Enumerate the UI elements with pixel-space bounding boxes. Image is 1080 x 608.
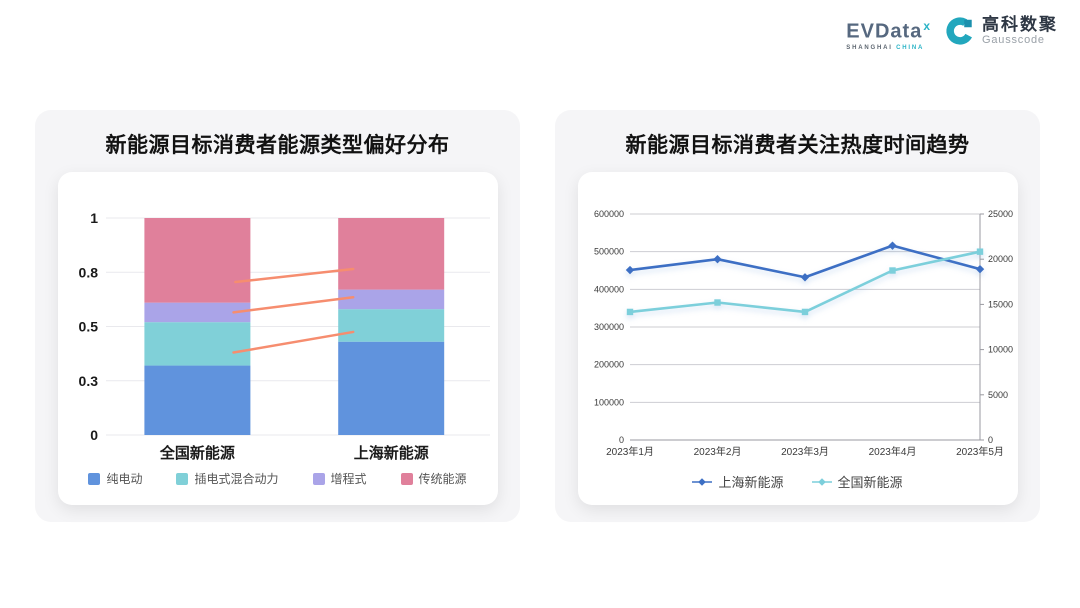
line-chart: 0 100000 200000 300000 400000 500000 600000 0 50…: [578, 172, 1018, 464]
legend-swatch: [88, 472, 101, 485]
svg-text:全国新能源: 全国新能源: [158, 444, 234, 462]
line-chart-panel: 0 100000 200000 300000 400000 500000 600000 0 50…: [577, 172, 1018, 505]
line-chart-legend: 上海新能源 全国新能源: [578, 472, 1018, 491]
svg-text:300000: 300000: [593, 322, 623, 332]
svg-text:0.8: 0.8: [78, 264, 98, 280]
legend-label: 增程式: [330, 472, 367, 486]
legend-item-传统能源[interactable]: 传统能源: [400, 470, 467, 487]
svg-text:2023年5月: 2023年5月: [956, 445, 1004, 458]
evdata-tagline-country: CHINA: [896, 44, 925, 51]
legend-marker-diamond: [692, 477, 713, 486]
svg-text:10000: 10000: [988, 345, 1013, 355]
evdata-sup-x: x: [923, 19, 931, 33]
evdata-tagline-city: SHANGHAI: [846, 44, 893, 51]
legend-label: 插电式混合动力: [194, 472, 279, 486]
svg-text:1: 1: [90, 210, 98, 226]
gausscode-text: 高科数聚 Gausscode: [982, 16, 1058, 46]
legend-label: 传统能源: [418, 472, 467, 486]
svg-text:20000: 20000: [988, 254, 1013, 264]
legend-item-上海新能源[interactable]: 上海新能源: [692, 472, 784, 491]
bar-chart-svg: 0 0.3 0.5 0.8 1 全国新能源 上海新能源: [78, 210, 490, 462]
svg-text:0.5: 0.5: [78, 319, 98, 335]
svg-text:5000: 5000: [988, 390, 1008, 400]
svg-text:0.3: 0.3: [78, 373, 98, 389]
legend-item-增程式[interactable]: 增程式: [312, 470, 367, 487]
svg-text:0: 0: [90, 427, 98, 443]
legend-swatch: [312, 472, 325, 485]
bar-chart: 0 0.3 0.5 0.8 1 全国新能源 上海新能源: [58, 172, 498, 464]
bar-chart-legend: 纯电动 插电式混合动力 增程式 传统能源: [58, 470, 498, 487]
svg-text:600000: 600000: [593, 209, 623, 219]
svg-text:2023年4月: 2023年4月: [868, 445, 916, 458]
legend-label: 上海新能源: [718, 475, 784, 490]
gausscode-en: Gausscode: [982, 33, 1045, 46]
legend-marker-square: [811, 477, 832, 486]
line-chart-svg: 0 100000 200000 300000 400000 500000 600000 0 50…: [593, 209, 1013, 458]
bar-chart-panel: 0 0.3 0.5 0.8 1 全国新能源 上海新能源 纯电动 插电式混合动力 增程式 传统能源: [57, 172, 498, 505]
evdata-logo: EVDatax SHANGHAI CHINA: [846, 16, 931, 51]
charts-row: 新能源目标消费者能源类型偏好分布 0 0.3 0.5 0.8 1 全国新能源 上海新能源 纯…: [35, 110, 1040, 522]
svg-text:200000: 200000: [593, 360, 623, 370]
line-chart-title: 新能源目标消费者关注热度时间趋势: [625, 134, 970, 157]
svg-text:0: 0: [988, 435, 993, 445]
gausscode-g-icon: [946, 17, 974, 45]
svg-text:2023年3月: 2023年3月: [781, 445, 829, 458]
svg-text:15000: 15000: [988, 299, 1013, 309]
svg-text:100000: 100000: [593, 397, 623, 407]
brand-area: EVDatax SHANGHAI CHINA 高科数聚 Gausscode: [846, 16, 1058, 51]
svg-text:2023年1月: 2023年1月: [606, 445, 654, 458]
svg-text:500000: 500000: [593, 247, 623, 257]
gausscode-logo: 高科数聚 Gausscode: [945, 16, 1058, 46]
evdata-text: EVData: [846, 20, 923, 43]
line-chart-card: 新能源目标消费者关注热度时间趋势 0 100000 200000 300000 4000…: [555, 110, 1040, 522]
legend-item-纯电动[interactable]: 纯电动: [88, 470, 142, 487]
legend-swatch: [176, 472, 189, 485]
svg-text:400000: 400000: [593, 284, 623, 294]
evdata-wordmark: EVDatax: [846, 20, 931, 42]
legend-item-全国新能源[interactable]: 全国新能源: [811, 472, 903, 491]
gausscode-cn: 高科数聚: [982, 15, 1058, 34]
svg-text:0: 0: [618, 435, 623, 445]
evdata-tagline: SHANGHAI CHINA: [846, 45, 924, 51]
legend-label: 纯电动: [106, 472, 143, 486]
svg-text:25000: 25000: [988, 209, 1013, 219]
legend-swatch: [400, 472, 413, 485]
bar-chart-card: 新能源目标消费者能源类型偏好分布 0 0.3 0.5 0.8 1 全国新能源 上海新能源 纯…: [35, 110, 520, 522]
legend-item-插电式混合动力[interactable]: 插电式混合动力: [176, 470, 279, 487]
legend-label: 全国新能源: [837, 475, 903, 490]
svg-text:上海新能源: 上海新能源: [353, 444, 428, 462]
svg-text:2023年2月: 2023年2月: [693, 445, 741, 458]
bar-chart-title: 新能源目标消费者能源类型偏好分布: [105, 134, 450, 157]
